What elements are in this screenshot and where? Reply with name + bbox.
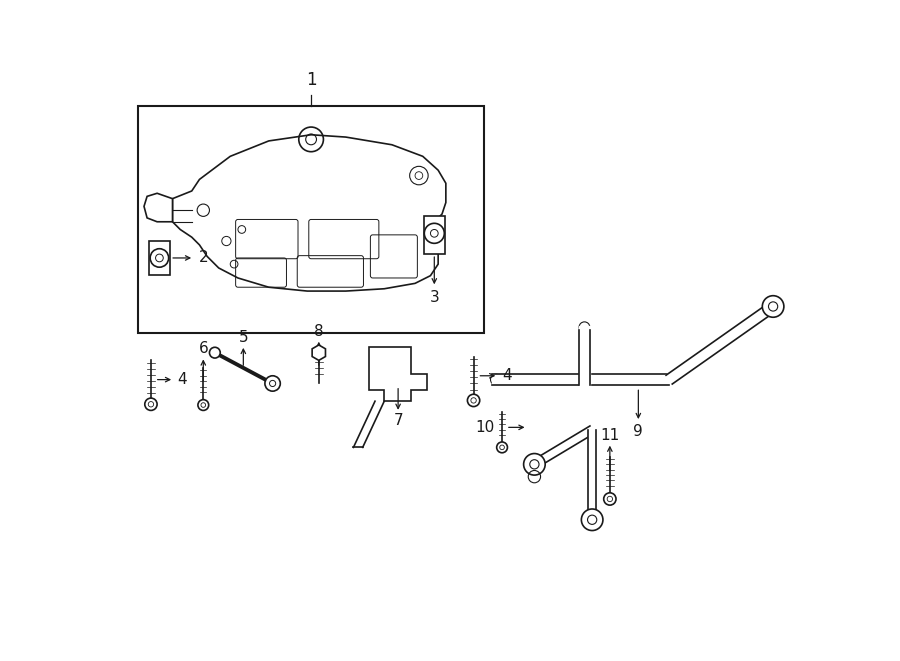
- Polygon shape: [666, 302, 776, 384]
- Text: 11: 11: [600, 428, 619, 443]
- Polygon shape: [369, 347, 427, 401]
- Polygon shape: [579, 326, 590, 385]
- Text: 1: 1: [306, 71, 317, 89]
- Polygon shape: [312, 345, 326, 360]
- Text: 5: 5: [238, 330, 248, 345]
- Bar: [148, 241, 170, 275]
- Circle shape: [265, 375, 280, 391]
- Bar: [424, 215, 446, 254]
- Polygon shape: [144, 193, 173, 222]
- Text: 3: 3: [429, 290, 439, 305]
- Text: 2: 2: [199, 251, 209, 266]
- Circle shape: [198, 400, 209, 410]
- Text: 9: 9: [634, 424, 643, 440]
- Circle shape: [467, 394, 480, 407]
- Text: 4: 4: [502, 368, 511, 383]
- Circle shape: [524, 453, 545, 475]
- Bar: [373, 351, 405, 382]
- Text: 4: 4: [177, 372, 186, 387]
- Circle shape: [497, 442, 508, 453]
- Circle shape: [762, 295, 784, 317]
- Text: 6: 6: [198, 341, 208, 356]
- Text: 7: 7: [393, 413, 403, 428]
- Circle shape: [145, 398, 158, 410]
- Polygon shape: [492, 374, 669, 385]
- Text: 10: 10: [475, 420, 495, 435]
- Polygon shape: [532, 426, 594, 468]
- Circle shape: [581, 509, 603, 531]
- Text: 8: 8: [314, 324, 324, 338]
- Circle shape: [604, 493, 616, 505]
- Bar: [138, 106, 484, 333]
- Polygon shape: [588, 430, 597, 518]
- Circle shape: [210, 347, 220, 358]
